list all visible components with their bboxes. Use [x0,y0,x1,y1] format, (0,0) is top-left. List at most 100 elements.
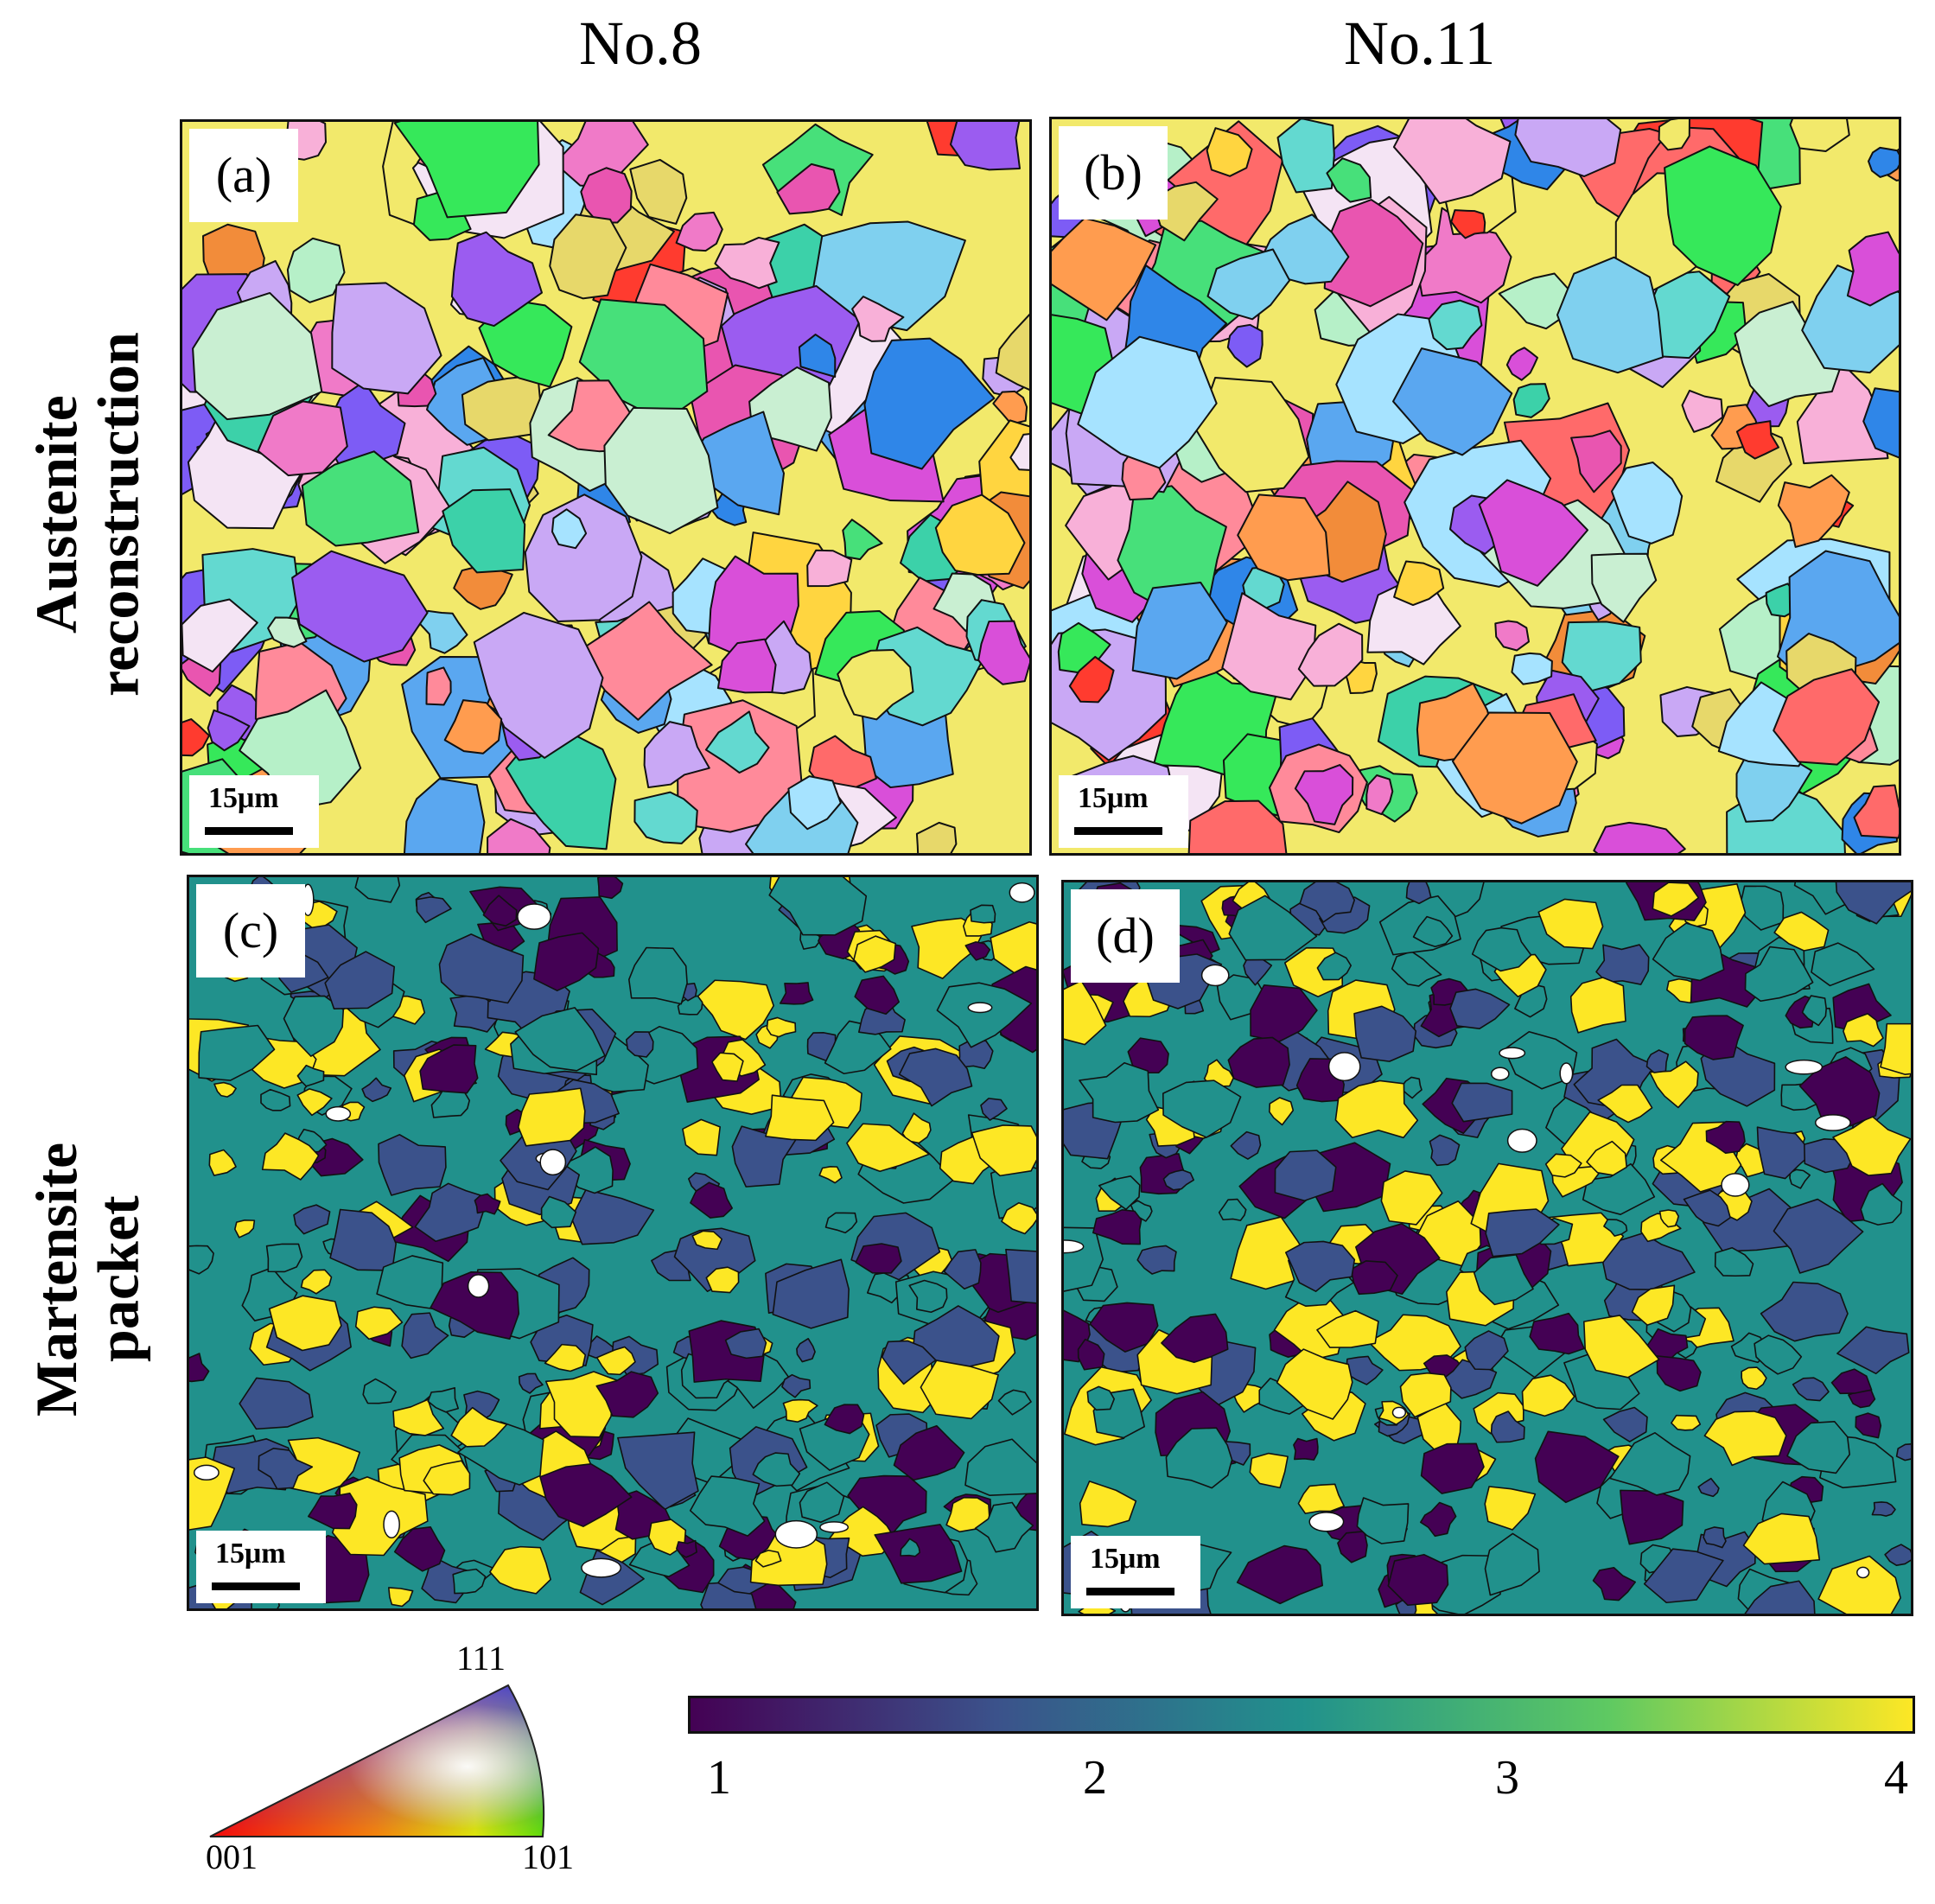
grain [296,1064,325,1087]
grain [705,1266,740,1294]
grain [1586,1140,1627,1176]
unindexed-spot [539,1149,567,1176]
grain [1237,494,1331,582]
grain [1792,1377,1830,1402]
column-title-no11: No.11 [1344,9,1496,78]
scale-bar-a: 15μm [189,775,319,848]
grain [1503,1030,1578,1090]
grain [452,1568,487,1595]
grain [943,1249,982,1290]
grain [1293,1437,1319,1461]
grain [265,1243,303,1273]
grain [1064,979,1107,1046]
grain [696,979,774,1041]
grain [1760,1281,1849,1342]
grain [633,791,698,844]
grain [863,337,996,470]
grain [1658,119,1690,151]
grain [1631,1284,1676,1326]
grain [1569,977,1626,1034]
grain [716,638,777,694]
grain [1077,1338,1105,1371]
grain [416,896,452,924]
grain [300,1269,333,1295]
grain [378,1133,447,1196]
grain [293,1204,331,1235]
grain [881,1340,937,1385]
grain [1656,1355,1702,1392]
grain [427,1387,459,1413]
scale-bar-a-text: 15μm [208,782,279,814]
grain [198,1024,276,1081]
grain [1269,1097,1295,1126]
grain [908,1279,948,1314]
row-title-martensite-line2: packet [85,1195,151,1363]
grain [724,1328,767,1360]
grain [768,877,868,936]
grain [1773,1198,1864,1274]
grain [1136,1245,1177,1275]
grain [1602,1406,1648,1442]
grain [1734,300,1846,408]
grain [239,1377,314,1430]
grain [296,1088,333,1117]
grain [1399,1372,1452,1418]
grain [854,975,900,1016]
grain [1592,1566,1636,1602]
grain [388,1587,414,1608]
grain [518,1372,544,1394]
column-title-no8: No.8 [579,9,702,78]
grain [473,611,604,759]
colorbar-tick-2: 2 [1083,1751,1107,1805]
grain [1077,335,1218,469]
grain [1299,882,1355,923]
grain [1645,1049,1670,1073]
grain [595,1346,636,1376]
grain [1583,1315,1660,1379]
grain [731,1125,798,1188]
grain [1671,1414,1702,1431]
grain [754,1549,782,1568]
grain [806,549,853,588]
grain [438,933,525,1004]
grain-map-c [189,877,1036,1608]
scale-bar-d-text: 15μm [1090,1543,1161,1575]
unindexed-spot [383,1510,400,1539]
grain [474,1193,501,1215]
grain [950,122,1021,171]
grain [261,1132,320,1181]
grain [1597,1084,1653,1124]
grain [1473,1254,1534,1306]
panel-d-packet-map: (d) 15μm [1061,880,1913,1616]
grain [539,1462,633,1527]
row-title-martensite: Martensite packet [23,1106,151,1452]
panel-c-label: (c) [196,884,305,977]
unindexed-spot [467,1274,490,1298]
grain [1756,1126,1811,1180]
grain [1740,885,1785,931]
grain [1609,1431,1691,1496]
grain [1529,1312,1585,1355]
grain [1714,1246,1754,1277]
grain [401,1312,449,1360]
grain [812,220,966,332]
unindexed-spot [517,903,552,930]
grain [207,709,251,752]
grain [1297,1483,1345,1514]
grain [425,666,452,706]
unindexed-spot [581,1557,622,1578]
grain [855,1243,902,1274]
grain [964,941,991,961]
grain [971,1124,1036,1177]
grain [1195,377,1310,494]
panel-d-label: (d) [1071,889,1180,983]
grain [1754,1334,1803,1375]
grain [1294,764,1354,825]
grain [1162,1169,1194,1191]
grain [1464,1330,1509,1371]
grain [980,1098,1008,1121]
grain [1697,1477,1720,1498]
grain [1744,1580,1816,1614]
grain [1334,1079,1419,1139]
grain [361,1077,392,1103]
